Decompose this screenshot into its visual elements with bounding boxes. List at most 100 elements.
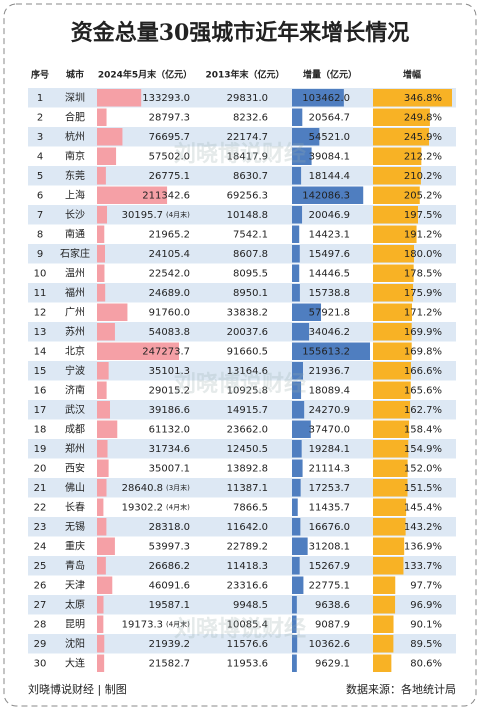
value-increase: 11435.7	[309, 502, 350, 513]
value-2024: 22542.0	[149, 268, 190, 279]
value-2013: 8095.5	[233, 268, 268, 279]
value-2024: 30195.7	[122, 210, 163, 221]
value-2024: 54083.8	[149, 327, 190, 338]
row-background	[28, 302, 456, 322]
note: (4月末)	[166, 619, 190, 628]
row-background	[28, 595, 456, 615]
rank: 29	[34, 639, 47, 650]
bar-increase	[292, 635, 298, 653]
value-increase: 34046.2	[309, 327, 350, 338]
bar-2024	[97, 245, 105, 263]
value-growth: 178.5%	[404, 268, 442, 279]
note: (3月末)	[166, 483, 190, 492]
value-growth: 145.4%	[404, 502, 442, 513]
city: 天津	[65, 579, 85, 591]
row-background	[28, 634, 456, 654]
row-background	[28, 517, 456, 537]
value-2024: 53997.3	[149, 541, 190, 552]
row-background	[28, 146, 456, 166]
bar-growth	[373, 381, 411, 399]
city: 广州	[65, 306, 85, 318]
rank: 11	[34, 288, 47, 299]
bar-2024	[97, 440, 108, 458]
value-increase: 19284.1	[309, 444, 350, 455]
value-increase: 21114.3	[309, 463, 350, 474]
bar-increase	[292, 186, 364, 204]
value-2013: 10148.8	[227, 210, 268, 221]
city: 沈阳	[65, 637, 85, 650]
value-increase: 20564.7	[309, 112, 350, 123]
rank: 13	[34, 327, 47, 338]
city: 佛山	[65, 481, 85, 494]
bar-2024	[97, 498, 104, 516]
city: 大连	[65, 656, 85, 669]
value-2024: 29015.2	[149, 385, 190, 396]
value-2013: 29831.0	[227, 93, 268, 104]
value-2024: 24105.4	[149, 249, 190, 260]
value-growth: 162.7%	[404, 405, 442, 416]
bar-increase	[292, 147, 312, 165]
bar-2024	[97, 284, 106, 302]
bar-2024	[97, 264, 105, 282]
city: 郑州	[65, 442, 85, 455]
bar-growth	[373, 654, 392, 672]
row-background	[28, 322, 456, 342]
value-growth: 154.9%	[404, 444, 442, 455]
value-2024: 19302.2	[122, 502, 163, 513]
value-2024: 28640.8	[122, 483, 163, 494]
bar-2024	[97, 362, 109, 380]
bar-2024	[97, 303, 128, 321]
watermark: 刘晓博说财经	[174, 141, 306, 167]
rank: 27	[34, 600, 47, 611]
rank: 9	[37, 249, 43, 260]
row-background	[28, 205, 456, 225]
bar-growth	[373, 440, 409, 458]
bar-increase	[292, 108, 303, 126]
rank: 26	[34, 580, 47, 591]
bar-growth	[373, 479, 408, 497]
column-header: 2024年5月末（亿元）	[98, 69, 192, 81]
value-2024: 26686.2	[149, 561, 190, 572]
bar-2024	[97, 557, 106, 575]
city: 重庆	[65, 539, 85, 552]
city: 太原	[65, 598, 85, 611]
value-2024: 24689.0	[149, 288, 190, 299]
footer-left: 刘晓博说财经 | 制图	[28, 682, 127, 696]
row-background	[28, 614, 456, 634]
watermark: 刘晓博说财经	[174, 371, 306, 397]
value-2024: 21582.7	[149, 658, 190, 669]
value-2013: 9948.5	[233, 600, 268, 611]
bar-increase	[292, 128, 320, 146]
value-2024: 28797.3	[149, 112, 190, 123]
value-2024: 28318.0	[149, 522, 190, 533]
bar-increase	[292, 264, 300, 282]
bar-2024	[97, 401, 110, 419]
value-2013: 13892.8	[227, 463, 268, 474]
rank: 28	[34, 619, 47, 630]
column-header: 增量（亿元）	[303, 69, 357, 81]
city: 苏州	[65, 325, 85, 338]
bar-2024	[97, 537, 115, 555]
bar-growth	[373, 537, 405, 555]
bar-growth	[373, 362, 411, 380]
bar-growth	[373, 498, 407, 516]
footer-right: 数据来源：各地统计局	[346, 682, 456, 696]
row-background	[28, 478, 456, 498]
value-increase: 15497.6	[309, 249, 350, 260]
rank: 30	[34, 658, 47, 669]
value-2013: 14915.7	[227, 405, 268, 416]
bar-2024	[97, 108, 107, 126]
bar-increase	[292, 303, 322, 321]
bar-growth	[373, 225, 417, 243]
value-2013: 7866.5	[233, 502, 268, 513]
value-growth: 210.2%	[404, 171, 442, 182]
value-growth: 197.5%	[404, 210, 442, 221]
rank: 1	[37, 93, 43, 104]
value-increase: 15267.9	[309, 561, 350, 572]
city: 宁波	[65, 364, 85, 377]
value-2013: 8232.6	[233, 112, 268, 123]
row-background	[28, 283, 456, 303]
value-2013: 7542.1	[233, 229, 268, 240]
value-growth: 165.6%	[404, 385, 442, 396]
value-increase: 21936.7	[309, 366, 350, 377]
